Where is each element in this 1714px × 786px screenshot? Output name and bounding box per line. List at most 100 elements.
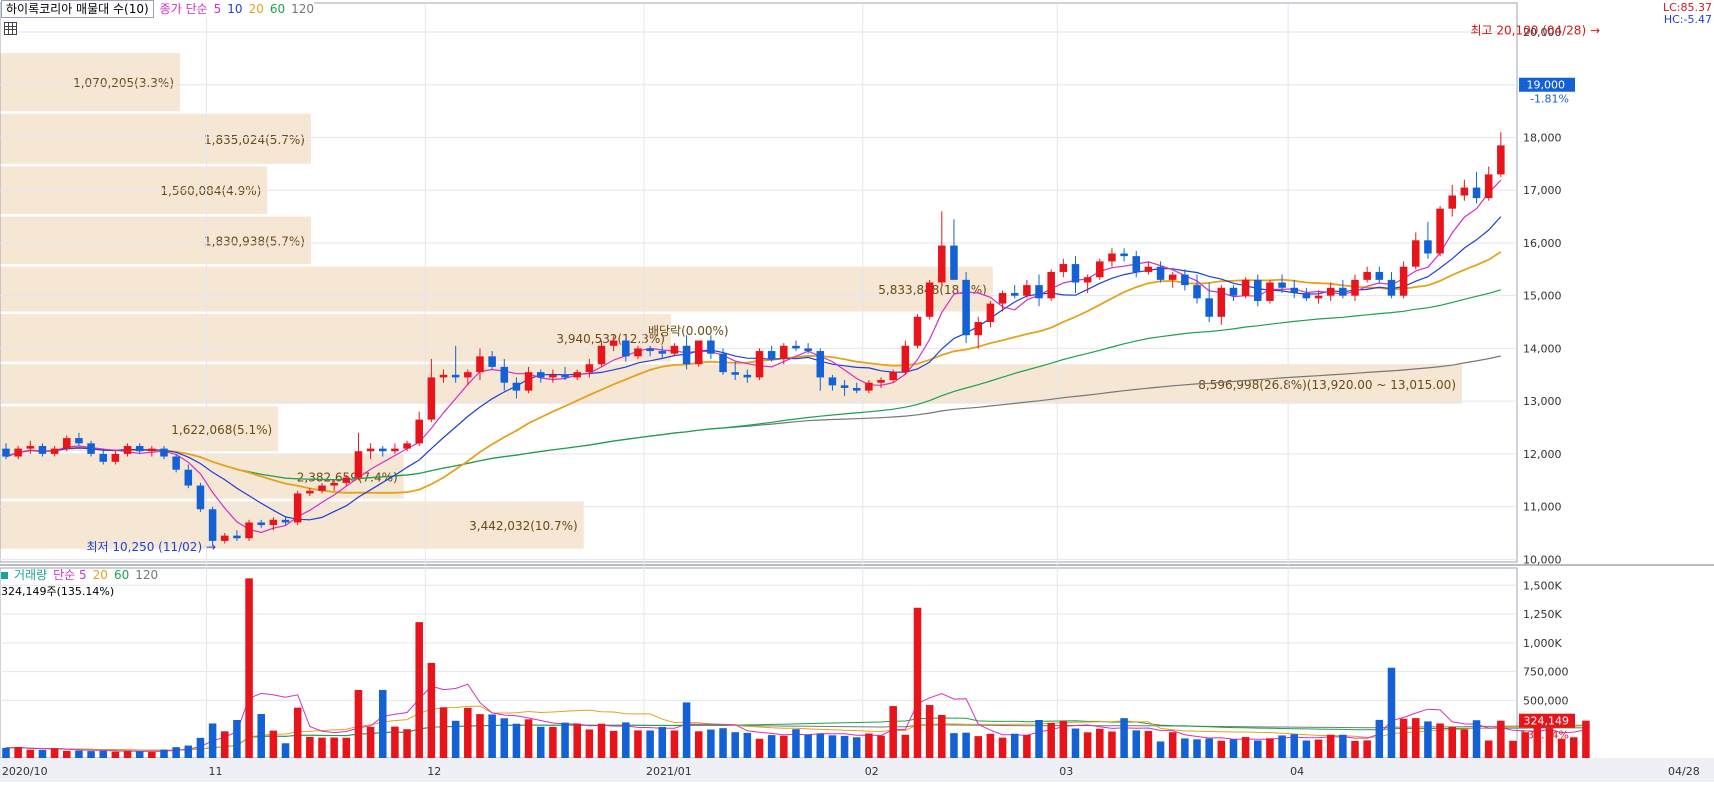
candle-body	[1424, 240, 1432, 254]
current-change-label: -1.81%	[1530, 93, 1569, 106]
candle-body	[731, 372, 739, 375]
candle-body	[99, 453, 107, 462]
candle-body	[767, 351, 776, 359]
volume-bar	[792, 729, 800, 758]
candle-body	[87, 443, 95, 454]
volume-ma20-line	[5, 705, 1586, 751]
candle-body	[1472, 187, 1481, 199]
volume-bar	[731, 732, 739, 758]
candle-body	[1181, 274, 1189, 286]
volume-bar	[1497, 720, 1505, 758]
candle-body	[123, 445, 132, 454]
volume-bar	[1351, 740, 1359, 758]
price-tick-label: 11,000	[1523, 501, 1562, 514]
volume-bar	[1168, 732, 1177, 758]
candle-body	[950, 245, 958, 280]
volume-bar	[974, 736, 983, 758]
volume-bar	[865, 733, 873, 758]
volume-bar	[1217, 740, 1226, 758]
candle-body	[852, 387, 861, 391]
ma-legend-items: 종가 단순 5 10 20 60 120	[160, 1, 314, 17]
volume-bar	[2, 747, 10, 758]
legend-item-5[interactable]: 120	[291, 2, 315, 16]
volume-legend-item-0[interactable]: 거래량	[14, 568, 48, 582]
volume-bar	[281, 743, 290, 758]
volume-legend-marker	[1, 571, 8, 579]
candle-body	[1241, 279, 1250, 296]
candle-body	[1339, 287, 1347, 296]
volume-bar	[719, 728, 727, 758]
candle-body	[306, 490, 314, 494]
candle-body	[1144, 266, 1153, 272]
candle-body	[1399, 266, 1408, 296]
volume-bar	[1132, 730, 1141, 758]
volume-bar	[1436, 723, 1444, 758]
volume-bar	[986, 733, 995, 758]
volume-bar	[1326, 734, 1335, 758]
candle-body	[62, 438, 71, 449]
candle-body	[500, 366, 509, 383]
legend-item-0[interactable]: 종가 단순	[159, 2, 208, 16]
candle-body	[1314, 295, 1323, 299]
candle-body	[1010, 293, 1019, 296]
volume-bar	[330, 737, 338, 758]
candle-body	[865, 382, 873, 391]
volume-bar	[1363, 740, 1371, 758]
volume-bar	[1083, 732, 1092, 758]
volume-bar	[852, 737, 861, 758]
volume-profile-label: 2,382,659(7.4%)	[297, 470, 398, 484]
volume-bar	[1472, 720, 1481, 758]
volume-bar	[160, 749, 168, 758]
volume-bar	[743, 732, 752, 758]
candle-body	[208, 509, 217, 541]
legend-item-4[interactable]: 60	[269, 2, 286, 16]
annotation-layer: 최고 20,100 (04/28) → 최저 10,250 (11/02) → 배당…	[86, 24, 1600, 554]
volume-legend-item-4[interactable]: 120	[135, 568, 159, 582]
volume-panel-frame	[0, 567, 1518, 759]
candle-body	[488, 356, 496, 367]
volume-bar	[597, 723, 606, 758]
volume-bar	[99, 750, 107, 758]
x-tick-label: 11	[209, 765, 223, 778]
volume-bar	[828, 735, 837, 758]
volume-bar	[427, 662, 436, 758]
volume-bar	[1399, 718, 1408, 758]
volume-bar	[877, 735, 885, 758]
volume-legend-item-3[interactable]: 60	[113, 568, 130, 582]
legend-item-3[interactable]: 20	[248, 2, 264, 16]
candle-body	[451, 374, 460, 378]
volume-bar	[1241, 737, 1250, 758]
candle-body	[148, 448, 156, 452]
stock-title[interactable]: 하이록코리아 매물대 수(10)	[1, 0, 154, 18]
price-tick-label: 15,000	[1523, 290, 1562, 303]
volume-legend: 거래량 단순 5 20 60 120	[1, 568, 158, 582]
price-tick-label: 13,000	[1523, 395, 1562, 408]
volume-profile-label: 1,070,205(3.3%)	[73, 76, 174, 90]
legend-item-1[interactable]: 5	[213, 2, 222, 16]
volume-legend-item-1[interactable]: 단순 5	[53, 568, 87, 582]
candle-body	[561, 374, 569, 378]
candle-body	[403, 443, 411, 449]
volume-bar	[476, 714, 484, 758]
volume-profile-bar	[0, 113, 311, 164]
time-axis-band	[0, 758, 1714, 782]
candle-body	[1156, 266, 1165, 280]
x-tick-label: 03	[1059, 765, 1073, 778]
volume-tick-label: 750,000	[1523, 666, 1569, 679]
volume-bar	[962, 732, 970, 758]
candle-body	[464, 372, 472, 378]
volume-bar	[524, 719, 533, 758]
legend-item-2[interactable]: 10	[227, 2, 243, 16]
volume-bar	[1448, 727, 1457, 758]
table-icon[interactable]	[4, 22, 17, 35]
volume-bar	[391, 726, 399, 758]
volume-bar	[549, 726, 557, 758]
candle-body	[597, 345, 606, 365]
volume-legend-item-2[interactable]: 20	[92, 568, 108, 582]
candle-body	[160, 448, 168, 457]
volume-bar	[439, 707, 448, 758]
candle-body	[573, 372, 581, 378]
price-legend: 하이록코리아 매물대 수(10) 종가 단순 5 10 20 60 120	[1, 0, 315, 18]
